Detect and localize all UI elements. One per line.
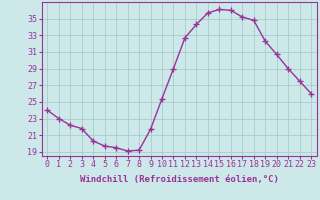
X-axis label: Windchill (Refroidissement éolien,°C): Windchill (Refroidissement éolien,°C) bbox=[80, 175, 279, 184]
